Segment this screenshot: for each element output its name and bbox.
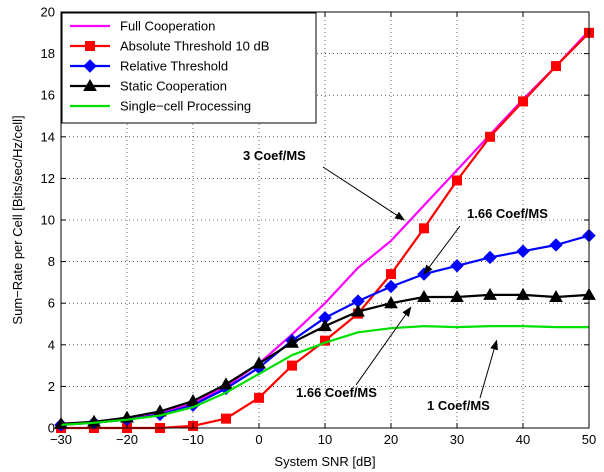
annotation-3: 1 Coef/MS <box>427 339 498 413</box>
data-point-triangle <box>351 304 365 317</box>
x-tick-label: 0 <box>255 432 262 447</box>
data-point-square <box>551 61 561 72</box>
x-tick-label: −10 <box>182 432 204 447</box>
data-point-square <box>419 223 429 234</box>
data-point-triangle <box>549 289 563 302</box>
x-tick-label: 20 <box>384 432 398 447</box>
annotation-label: 1.66 Coef/MS <box>296 385 377 400</box>
y-tick-label: 10 <box>41 213 55 228</box>
legend-entry-2: Relative Threshold <box>70 59 228 74</box>
data-point-triangle <box>450 289 464 302</box>
data-point-triangle <box>252 356 266 369</box>
legend-entry-1: Absolute Threshold 10 dB <box>70 39 269 54</box>
legend-entry-3: Static Cooperation <box>70 79 227 94</box>
data-point-diamond <box>483 250 497 265</box>
y-tick-label: 14 <box>41 129 55 144</box>
data-point-square <box>386 269 396 280</box>
data-point-square <box>254 392 264 403</box>
data-point-triangle <box>516 287 530 300</box>
x-tick-label: 40 <box>516 432 530 447</box>
y-tick-label: 8 <box>48 254 55 269</box>
data-point-square <box>518 96 528 107</box>
y-tick-label: 2 <box>48 379 55 394</box>
data-point-triangle <box>285 335 299 348</box>
legend: Full Cooperation Absolute Threshold 10 dB… <box>61 12 317 124</box>
series-line <box>60 325 589 426</box>
y-tick-label: 6 <box>48 296 55 311</box>
x-tick-label: −20 <box>116 432 138 447</box>
data-point-triangle <box>83 78 97 91</box>
data-point-triangle <box>318 319 332 332</box>
y-tick-label: 18 <box>41 46 55 61</box>
data-point-square <box>287 360 297 371</box>
annotation-label: 3 Coef/MS <box>243 148 306 163</box>
x-tick-label: 30 <box>450 432 464 447</box>
data-point-triangle <box>384 296 398 309</box>
data-point-diamond <box>549 238 563 252</box>
x-tick-label: 10 <box>318 432 332 447</box>
y-tick-label: 0 <box>48 421 55 436</box>
annotation-arrow <box>322 166 406 221</box>
y-axis-title: Sum−Rate per Cell [Bits/sec/Hz/cell] <box>10 115 25 324</box>
data-point-square <box>485 131 495 142</box>
y-tick-label: 4 <box>48 337 55 352</box>
data-point-diamond <box>516 244 530 258</box>
data-point-square <box>452 175 462 186</box>
y-tick-label: 12 <box>41 171 55 186</box>
data-point-square <box>221 413 231 424</box>
legend-box <box>61 12 317 124</box>
data-point-triangle <box>186 393 200 406</box>
data-point-triangle <box>219 377 233 390</box>
annotation-0: 3 Coef/MS <box>243 148 406 221</box>
data-point-diamond <box>450 259 464 273</box>
legend-label: Static Cooperation <box>120 79 227 94</box>
y-tick-label: 20 <box>41 5 55 20</box>
annotation-label: 1 Coef/MS <box>427 398 490 413</box>
annotation-arrow <box>479 339 498 399</box>
data-point-diamond <box>384 279 398 294</box>
x-axis-title: System SNR [dB] <box>274 454 375 469</box>
annotation-arrow <box>423 225 461 275</box>
data-point-square <box>85 41 95 51</box>
data-point-triangle <box>483 287 497 300</box>
annotation-label: 1.66 Coef/MS <box>467 206 548 221</box>
x-tick-label: 50 <box>582 432 596 447</box>
data-point-diamond <box>83 59 97 73</box>
legend-label: Full Cooperation <box>120 19 215 34</box>
annotation-1: 1.66 Coef/MS <box>423 206 548 275</box>
legend-label: Relative Threshold <box>120 59 228 74</box>
annotation-arrow <box>355 306 412 386</box>
y-tick-label: 16 <box>41 88 55 103</box>
x-tick-label: −30 <box>50 432 72 447</box>
legend-entry-0: Full Cooperation <box>70 19 215 34</box>
axes: −30 −20 −10 0 10 20 30 40 50 0 2 4 6 8 10 12 14 16 18 20 <box>41 5 597 448</box>
data-point-triangle <box>417 289 431 302</box>
legend-label: Single−cell Processing <box>120 99 251 114</box>
grid-lines <box>61 12 589 428</box>
series-4 <box>60 325 589 426</box>
annotation-2: 1.66 Coef/MS <box>296 306 412 400</box>
legend-label: Absolute Threshold 10 dB <box>120 39 269 54</box>
legend-entry-4: Single−cell Processing <box>70 99 251 114</box>
series-3 <box>54 287 596 429</box>
annotations: 3 Coef/MS 1.66 Coef/MS 1.66 Coef/MS 1 Coef/… <box>243 148 548 413</box>
